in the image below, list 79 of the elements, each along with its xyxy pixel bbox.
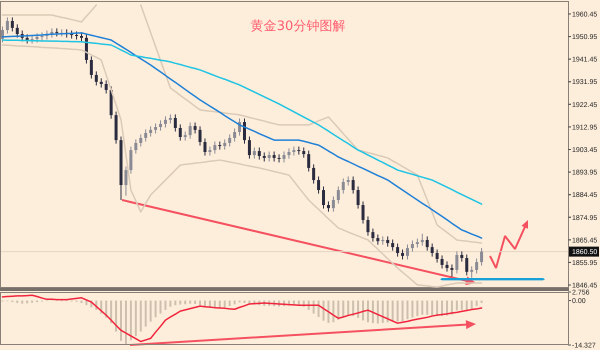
candlestick	[0, 26, 4, 43]
candlestick	[233, 128, 236, 142]
candlestick	[164, 116, 167, 128]
candlestick	[104, 80, 108, 94]
candlestick	[401, 248, 404, 260]
candlestick	[317, 176, 320, 194]
candlestick	[465, 254, 468, 276]
candlestick	[124, 166, 128, 196]
text: 黄金30分钟图解	[250, 19, 346, 34]
candlestick	[416, 238, 419, 248]
candlestick	[268, 151, 271, 162]
candlestick	[312, 164, 316, 184]
candlestick	[450, 264, 454, 278]
candlestick	[258, 146, 261, 160]
candlestick	[366, 216, 370, 236]
candlestick	[440, 254, 444, 269]
candlestick	[144, 128, 148, 142]
candlestick	[213, 141, 216, 154]
candlestick	[391, 238, 394, 252]
candlestick	[436, 248, 439, 264]
candlestick	[282, 151, 286, 163]
candlestick	[90, 56, 93, 80]
candlestick	[100, 78, 103, 88]
candlestick	[455, 250, 458, 274]
candlestick	[470, 266, 474, 278]
candlestick	[352, 176, 355, 194]
candlestick	[248, 136, 251, 160]
candlestick	[445, 260, 448, 272]
candlestick	[134, 138, 138, 154]
candlestick	[129, 146, 132, 174]
candlestick	[332, 196, 335, 212]
candlestick	[371, 228, 374, 242]
candlestick	[188, 122, 192, 140]
candlestick	[426, 236, 429, 252]
candlestick	[139, 134, 142, 148]
candlestick	[292, 146, 296, 156]
candlestick	[376, 234, 380, 246]
candlestick	[406, 244, 409, 260]
candlestick	[252, 146, 256, 160]
candlestick	[430, 243, 434, 258]
candlestick	[480, 248, 484, 266]
candlestick	[272, 151, 276, 162]
candlestick	[10, 16, 14, 32]
candlestick	[475, 258, 478, 274]
candlestick	[16, 24, 19, 38]
candlestick	[420, 233, 424, 246]
candlestick	[174, 114, 177, 132]
candlestick	[178, 124, 182, 142]
candlestick	[342, 178, 345, 194]
candlestick	[203, 138, 206, 156]
candlestick	[80, 32, 83, 42]
candlestick	[194, 122, 197, 134]
candlestick	[302, 146, 306, 158]
candlestick	[356, 186, 360, 210]
candlestick	[346, 176, 350, 186]
candlestick	[208, 146, 212, 156]
candlestick	[362, 200, 365, 224]
candlestick	[94, 70, 98, 86]
candlestick	[223, 138, 226, 150]
candlestick	[287, 148, 290, 160]
candlestick	[307, 150, 310, 172]
candlestick	[184, 131, 187, 142]
candlestick	[410, 240, 414, 252]
candlestick	[154, 122, 158, 134]
candlestick	[460, 250, 464, 262]
candlestick	[168, 114, 172, 124]
candlestick	[36, 32, 39, 44]
candlestick	[149, 126, 152, 138]
candlestick	[396, 243, 400, 258]
candlestick	[336, 186, 340, 204]
candlestick	[6, 16, 9, 34]
candlestick	[198, 126, 202, 146]
candlestick	[228, 134, 232, 148]
candlestick	[262, 152, 266, 162]
candlestick	[386, 236, 390, 248]
candlestick	[159, 120, 162, 132]
candlestick	[326, 200, 330, 212]
candlestick	[242, 118, 246, 144]
candlestick	[322, 186, 326, 210]
